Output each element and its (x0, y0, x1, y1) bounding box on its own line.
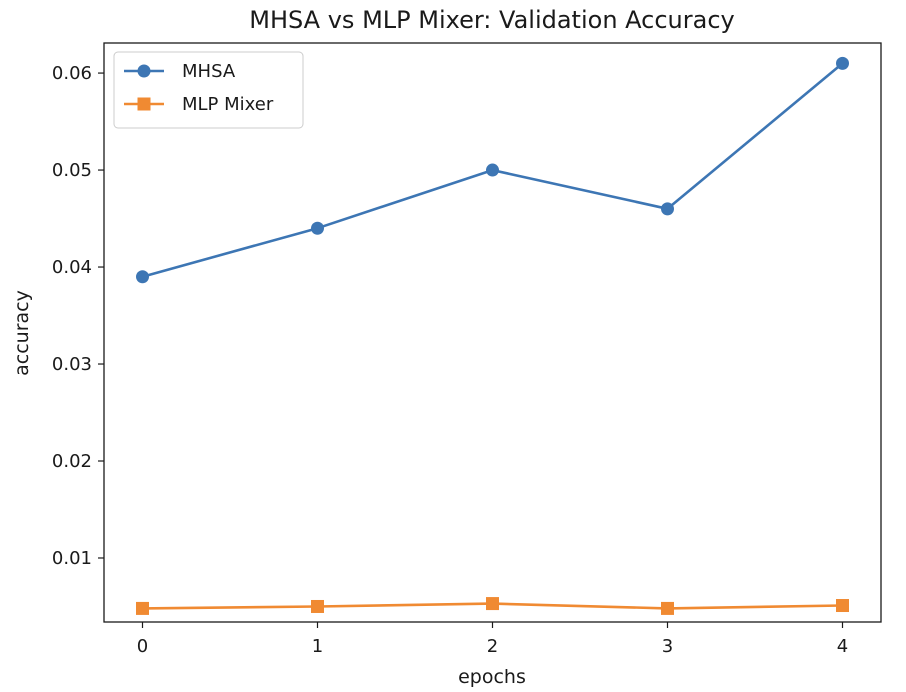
data-point (486, 597, 499, 611)
data-point (836, 56, 849, 70)
x-axis-label: epochs (458, 666, 526, 688)
x-tick-label: 1 (312, 636, 323, 657)
data-point (136, 270, 149, 284)
data-point (311, 599, 324, 613)
chart-title: MHSA vs MLP Mixer: Validation Accuracy (249, 6, 734, 34)
legend-label: MLP Mixer (182, 94, 274, 115)
data-point (486, 163, 499, 177)
x-tick-label: 0 (137, 636, 148, 657)
y-tick-label: 0.03 (52, 354, 92, 375)
data-point (136, 601, 149, 615)
data-point (661, 601, 674, 615)
x-tick-label: 4 (837, 636, 848, 657)
x-tick-label: 2 (487, 636, 498, 657)
y-tick-label: 0.05 (52, 160, 92, 181)
legend-marker (137, 97, 151, 111)
y-tick-label: 0.01 (52, 548, 92, 569)
legend-marker (137, 64, 151, 78)
y-tick-label: 0.02 (52, 451, 92, 472)
data-point (661, 202, 674, 216)
y-axis-label: accuracy (11, 290, 33, 376)
y-tick-label: 0.04 (52, 257, 92, 278)
data-point (311, 221, 324, 235)
x-tick-label: 3 (662, 636, 673, 657)
y-tick-label: 0.06 (52, 63, 92, 84)
data-point (836, 599, 849, 613)
legend-label: MHSA (182, 61, 236, 82)
